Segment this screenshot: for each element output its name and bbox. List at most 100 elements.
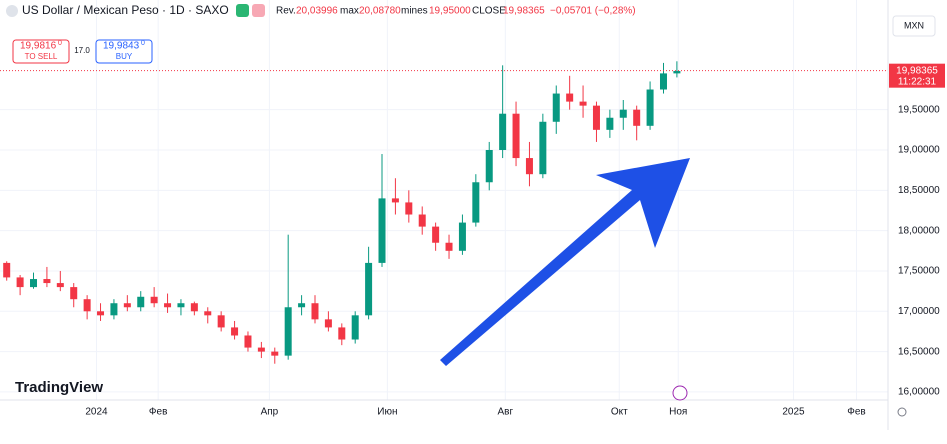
candle-body [552, 93, 560, 122]
buy-label: BUY [116, 52, 133, 61]
candle-body [512, 113, 520, 159]
candle-body [338, 327, 346, 340]
sell-price: 19,9816 [20, 41, 57, 52]
settings-icon[interactable] [897, 407, 907, 417]
candle-body [405, 202, 413, 215]
symbol-icon [6, 5, 18, 17]
candle-body [30, 279, 38, 288]
candle-body [217, 315, 225, 328]
x-tick-label: 2025 [782, 407, 805, 418]
candle-body [378, 198, 386, 263]
buy-button[interactable] [95, 39, 153, 64]
sell-button[interactable] [12, 39, 70, 64]
symbol-title: US Dollar / Mexican Peso · 1D · SAXO [22, 3, 229, 17]
candle-body [298, 303, 306, 308]
candle-body [257, 347, 265, 352]
candle-body [633, 109, 641, 126]
ohlc-value: 19,95000 [429, 6, 471, 17]
y-tick-label: 16,00000 [898, 387, 940, 398]
ohlc-value: 20,03996 [296, 6, 338, 17]
candle-body [606, 117, 614, 130]
x-tick-label: Апр [261, 407, 279, 418]
candle-body [472, 182, 480, 223]
candle-body [499, 113, 507, 150]
sell-label: TO SELL [25, 52, 58, 61]
grid [0, 0, 888, 400]
candle-body [110, 303, 118, 316]
candle-body [418, 214, 426, 227]
sell-price-small: 0 [58, 40, 62, 47]
candle-body [432, 226, 440, 243]
currency: MXN [904, 20, 924, 30]
candle-body [164, 303, 172, 308]
candle-body [485, 150, 493, 183]
countdown: 11:22:31 [898, 76, 937, 87]
candles [3, 61, 681, 364]
candle-body [231, 327, 239, 336]
candle-body [177, 303, 185, 308]
candle-body [56, 283, 64, 288]
last-price-label: 19,98365 [896, 65, 938, 76]
status-icon [252, 4, 265, 17]
y-tick-label: 17,00000 [898, 306, 940, 317]
ohlc-label: max [340, 6, 359, 17]
candle-body [16, 277, 24, 288]
candle-body [365, 262, 373, 316]
currency-box[interactable] [892, 15, 936, 37]
y-tick-label: 19,50000 [898, 104, 940, 115]
candle-body [70, 287, 78, 300]
candle-body [150, 296, 158, 304]
logo: TradingView [15, 379, 103, 396]
y-tick-label: 18,00000 [898, 225, 940, 236]
ohlc-change: −0,05701 (−0,28%) [550, 6, 636, 17]
candle-body [525, 158, 533, 175]
y-tick-label: 16,50000 [898, 346, 940, 357]
event-icon[interactable] [672, 385, 688, 401]
candle-body [391, 198, 399, 203]
candle-body [271, 351, 279, 356]
candle-body [123, 303, 131, 308]
candle-body [311, 303, 319, 320]
buy-price-small: 0 [141, 40, 145, 47]
x-tick-label: Ноя [669, 407, 687, 418]
candle-body [539, 121, 547, 175]
candle-body [566, 93, 574, 102]
y-tick-label: 17,50000 [898, 266, 940, 277]
candle-body [137, 296, 145, 308]
x-tick-label: Окт [611, 407, 628, 418]
candle-body [445, 242, 453, 251]
candle-body [673, 70, 681, 74]
candle-body [83, 299, 91, 312]
candle-body [97, 311, 105, 316]
candle-body [244, 335, 252, 348]
y-tick-label: 18,50000 [898, 185, 940, 196]
status-icon [236, 4, 249, 17]
candle-body [43, 279, 51, 284]
x-tick-label: 2024 [85, 407, 108, 418]
candle-body [592, 105, 600, 130]
x-tick-label: Июн [377, 407, 397, 418]
ohlc-label: Rev. [276, 6, 296, 17]
candle-body [579, 101, 587, 106]
candle-body [204, 311, 212, 316]
candle-body [659, 73, 667, 90]
x-tick-label: Авг [498, 407, 514, 418]
ohlc-value: 19,98365 [503, 6, 545, 17]
ohlc-label: mines [401, 6, 428, 17]
ohlc-value: 20,08780 [359, 6, 401, 17]
candle-body [458, 222, 466, 251]
candle-body [284, 307, 292, 356]
last-price-box [889, 63, 945, 88]
candle-body [190, 303, 198, 312]
y-tick-label: 19,00000 [898, 145, 940, 156]
arrow-annotation [440, 158, 690, 366]
candle-body [646, 89, 654, 126]
ohlc-label: CLOSE [472, 6, 506, 17]
spread: 17.0 [74, 46, 90, 55]
candle-body [619, 109, 627, 118]
candle-body [3, 262, 11, 278]
x-tick-label: Фев [847, 407, 865, 418]
x-tick-label: Фев [149, 407, 167, 418]
candle-body [324, 319, 332, 328]
